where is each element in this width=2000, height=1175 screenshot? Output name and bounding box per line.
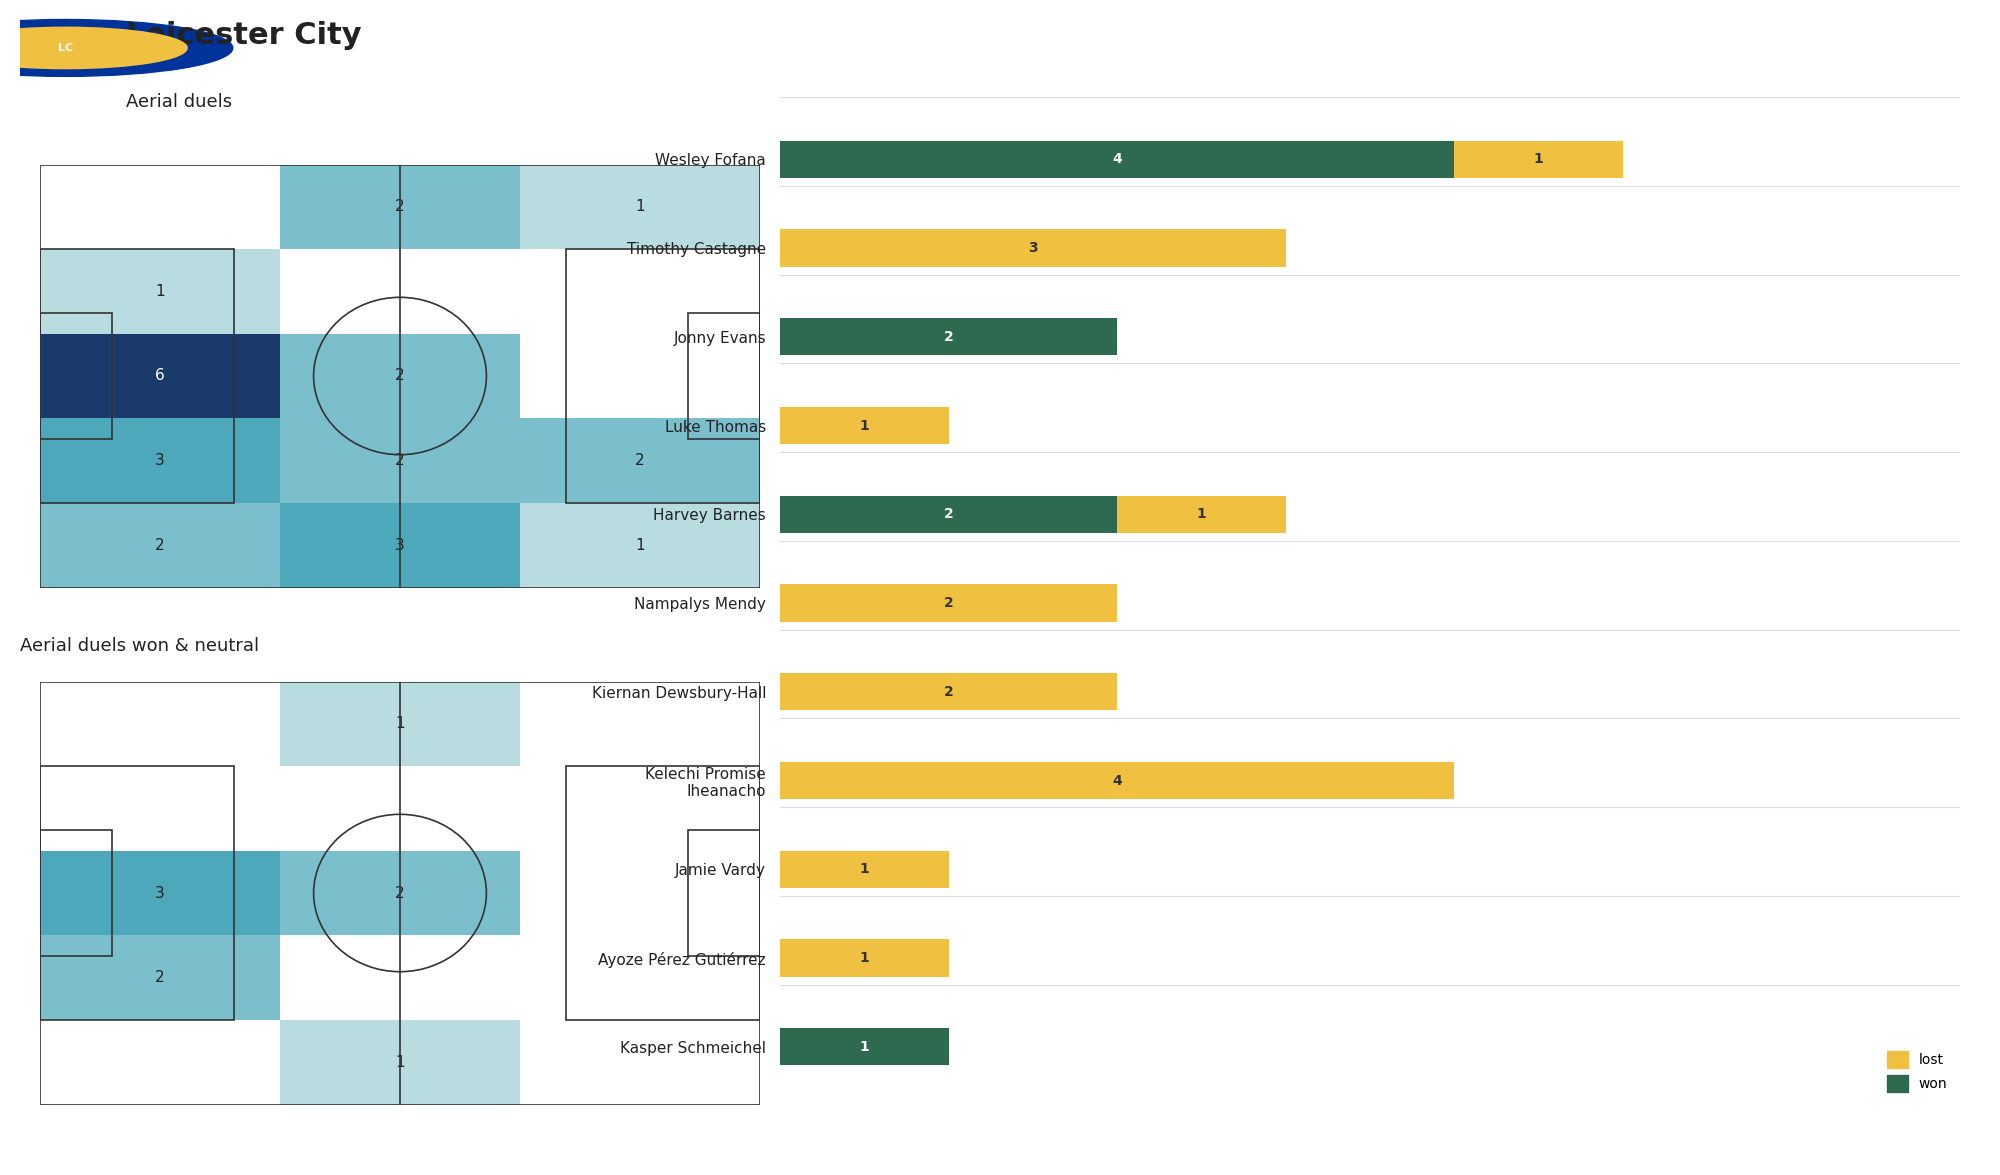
Bar	[40, 334, 280, 418]
Text: 3: 3	[396, 538, 404, 552]
Bar	[280, 682, 520, 766]
Text: 1: 1	[860, 862, 870, 877]
Text: 2: 2	[396, 369, 404, 383]
Text: 2: 2	[944, 330, 954, 344]
Text: Aerial duels: Aerial duels	[126, 93, 232, 112]
Bar	[780, 673, 1118, 711]
Bar	[280, 165, 520, 249]
Bar	[280, 334, 520, 418]
Text: 1: 1	[156, 284, 164, 298]
Text: 2: 2	[396, 454, 404, 468]
Bar	[780, 318, 1118, 355]
Text: 2: 2	[156, 971, 164, 985]
Bar	[40, 249, 234, 503]
Bar	[780, 761, 1454, 799]
Text: 1: 1	[1196, 508, 1206, 522]
Bar	[780, 1028, 948, 1066]
Text: 1: 1	[860, 418, 870, 432]
Bar	[520, 418, 760, 503]
Bar	[40, 1020, 280, 1104]
Bar	[566, 766, 760, 1020]
Text: 1: 1	[636, 200, 644, 214]
Bar	[1454, 141, 1622, 177]
Bar	[520, 851, 760, 935]
Bar	[780, 141, 1454, 177]
Bar	[1118, 496, 1286, 533]
Circle shape	[0, 27, 188, 68]
Bar	[280, 249, 520, 334]
Bar	[40, 682, 280, 766]
Text: 2: 2	[944, 508, 954, 522]
Bar	[520, 766, 760, 851]
Bar	[780, 229, 1286, 267]
Text: 6: 6	[156, 369, 164, 383]
Bar	[520, 935, 760, 1020]
Bar	[280, 418, 520, 503]
Text: 1: 1	[636, 538, 644, 552]
Bar	[40, 766, 234, 1020]
Bar	[780, 584, 1118, 622]
Bar	[280, 503, 520, 588]
Bar	[520, 249, 760, 334]
Text: 2: 2	[396, 200, 404, 214]
Bar	[688, 313, 760, 439]
Bar	[520, 503, 760, 588]
Bar	[40, 766, 280, 851]
Text: 2: 2	[636, 454, 644, 468]
Bar	[40, 165, 280, 249]
Bar	[40, 935, 280, 1020]
Bar	[40, 313, 112, 439]
Bar	[780, 851, 948, 888]
Bar	[520, 165, 760, 249]
Text: 2: 2	[944, 685, 954, 699]
Circle shape	[0, 20, 232, 76]
Text: 1: 1	[1534, 153, 1544, 166]
Text: 1: 1	[860, 951, 870, 965]
Text: 3: 3	[156, 886, 164, 900]
Text: Aerial duels won & neutral: Aerial duels won & neutral	[20, 637, 260, 656]
Bar	[40, 418, 280, 503]
Bar	[40, 851, 280, 935]
Bar	[40, 249, 280, 334]
Text: 3: 3	[156, 454, 164, 468]
Text: 1: 1	[396, 1055, 404, 1069]
Text: 3: 3	[1028, 241, 1038, 255]
Bar	[688, 830, 760, 956]
Text: 1: 1	[860, 1040, 870, 1054]
Bar	[280, 851, 520, 935]
Text: 4: 4	[1112, 773, 1122, 787]
Bar	[520, 682, 760, 766]
Text: Leicester City: Leicester City	[126, 20, 362, 49]
Legend: lost, won: lost, won	[1882, 1046, 1954, 1097]
Bar	[280, 935, 520, 1020]
Bar	[520, 334, 760, 418]
Text: 2: 2	[396, 886, 404, 900]
Bar	[40, 503, 280, 588]
Text: LC: LC	[58, 43, 74, 53]
Bar	[780, 496, 1118, 533]
Text: 2: 2	[156, 538, 164, 552]
Bar	[40, 830, 112, 956]
Text: 4: 4	[1112, 153, 1122, 166]
Bar	[780, 940, 948, 976]
Text: 1: 1	[396, 717, 404, 731]
Bar	[280, 1020, 520, 1104]
Bar	[566, 249, 760, 503]
Bar	[280, 766, 520, 851]
Bar	[520, 1020, 760, 1104]
Text: 2: 2	[944, 596, 954, 610]
Bar	[780, 407, 948, 444]
